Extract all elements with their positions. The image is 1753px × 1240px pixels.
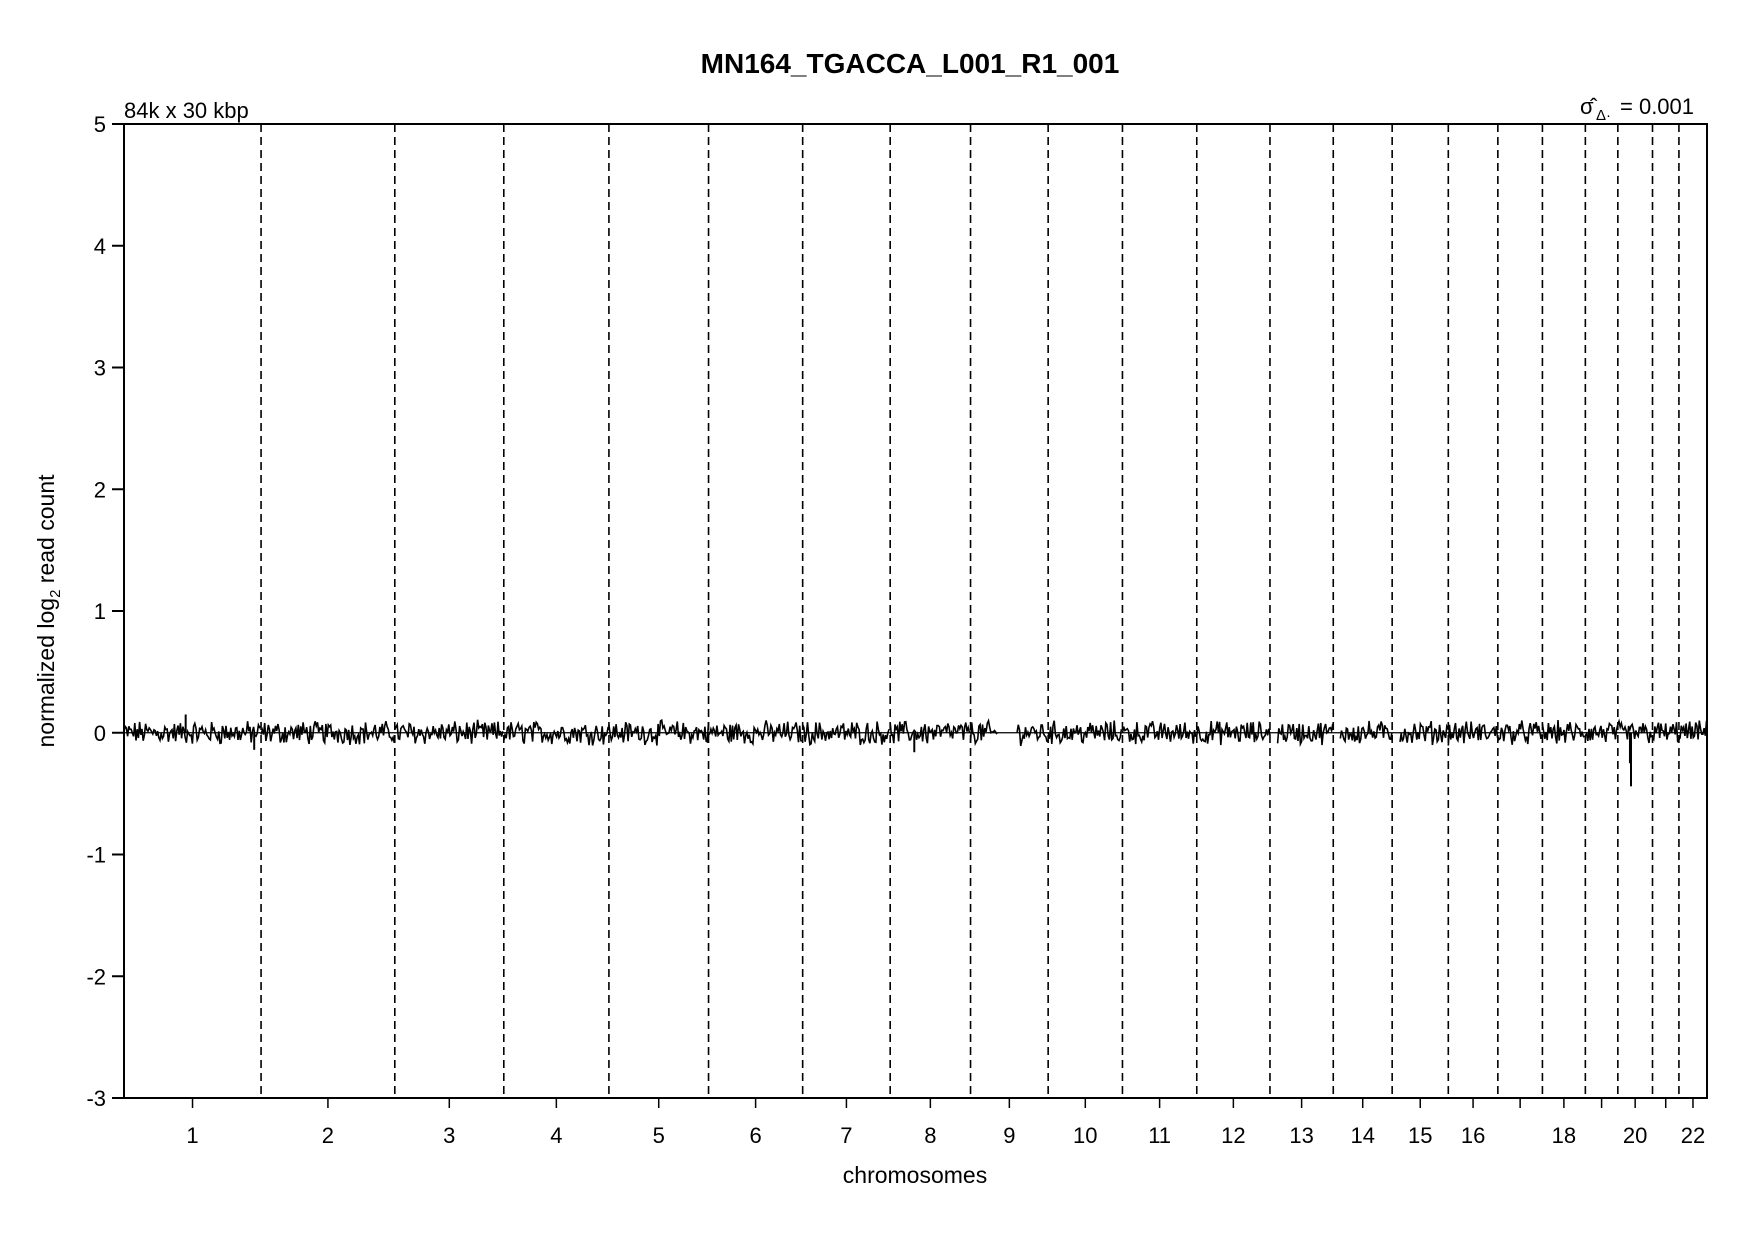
read-count-trace-chr18	[1541, 720, 1585, 744]
x-tick-label: 12	[1221, 1123, 1245, 1148]
sigma-symbol: σ̂	[1580, 94, 1598, 119]
x-tick-label: 14	[1350, 1123, 1374, 1148]
y-axis: -3 -2 -1 0 1 2 3 4 5	[86, 112, 124, 1111]
y-tick-label: -3	[86, 1086, 106, 1111]
read-count-trace-chr7	[801, 721, 890, 747]
y-tick-label: 2	[94, 477, 106, 502]
x-tick-label: 9	[1003, 1123, 1015, 1148]
read-count-trace-chr15	[1399, 721, 1449, 746]
resolution-label: 84k x 30 kbp	[124, 98, 249, 123]
plot-area	[123, 124, 1708, 1098]
y-tick-label: -1	[86, 843, 106, 868]
x-tick-label: 7	[840, 1123, 852, 1148]
read-count-trace-chr10	[1047, 720, 1123, 746]
x-tick-label: 16	[1461, 1123, 1485, 1148]
x-tick-label: 1	[186, 1123, 198, 1148]
read-count-trace-chr4	[503, 720, 609, 746]
x-tick-label: 3	[443, 1123, 455, 1148]
x-tick-label: 5	[653, 1123, 665, 1148]
plot-frame	[123, 123, 1708, 1099]
read-count-trace-chr13	[1276, 722, 1334, 748]
read-count-trace-chr2	[260, 721, 396, 746]
y-tick-label: 3	[94, 356, 106, 381]
read-count-trace-chr19	[1584, 721, 1619, 743]
x-tick-label: 15	[1408, 1123, 1432, 1148]
read-count-trace-chr6	[707, 720, 803, 747]
x-tick-label: 10	[1073, 1123, 1097, 1148]
read-count-trace-chr22	[1678, 720, 1708, 741]
x-axis: 1 2 3 4 5 6 7 8 9 10 11 12 13 14 15 16 18 20 22	[186, 1098, 1705, 1148]
sigma-subscript: Δ·	[1596, 107, 1611, 124]
read-count-trace-chr12	[1196, 721, 1271, 746]
y-tick-label: 0	[94, 721, 106, 746]
y-tick-label: 1	[94, 599, 106, 624]
y-axis-label-suffix: read count	[33, 474, 59, 590]
read-count-trace-chr14	[1339, 720, 1393, 744]
read-count-trace-chr21	[1651, 722, 1680, 743]
read-count-trace-chr16	[1447, 721, 1499, 746]
read-count-trace-chr11	[1121, 720, 1197, 745]
x-tick-label: 6	[749, 1123, 761, 1148]
sigma-annotation: σ̂ Δ· = 0.001	[1580, 94, 1694, 124]
x-tick-label: 22	[1681, 1123, 1705, 1148]
y-axis-label: normalized log2 read count	[33, 474, 64, 748]
chart-title: MN164_TGACCA_L001_R1_001	[701, 48, 1120, 79]
x-tick-label: 8	[924, 1123, 936, 1148]
y-axis-label-main: normalized log	[33, 598, 59, 748]
x-tick-label: 2	[322, 1123, 334, 1148]
read-count-trace-chr5	[608, 718, 710, 746]
read-count-trace-chr17	[1497, 720, 1543, 745]
y-tick-label: 4	[94, 234, 106, 259]
sigma-value: = 0.001	[1620, 94, 1694, 119]
x-axis-label: chromosomes	[843, 1162, 987, 1188]
x-tick-label: 4	[550, 1123, 562, 1148]
read-count-trace-chr8	[889, 720, 971, 744]
x-tick-label: 13	[1289, 1123, 1313, 1148]
x-tick-label: 11	[1148, 1123, 1171, 1148]
y-tick-label: -2	[86, 964, 106, 989]
read-count-trace-chr9	[1016, 724, 1048, 747]
read-count-trace-chr1	[123, 720, 262, 745]
read-count-trace-chr3	[394, 719, 504, 745]
x-tick-label: 18	[1552, 1123, 1576, 1148]
x-tick-label: 20	[1623, 1123, 1647, 1148]
read-count-trace-chr20	[1617, 718, 1653, 744]
read-count-trace-chr9	[969, 718, 998, 747]
y-axis-label-sub: 2	[47, 590, 64, 598]
y-tick-label: 5	[94, 112, 106, 137]
